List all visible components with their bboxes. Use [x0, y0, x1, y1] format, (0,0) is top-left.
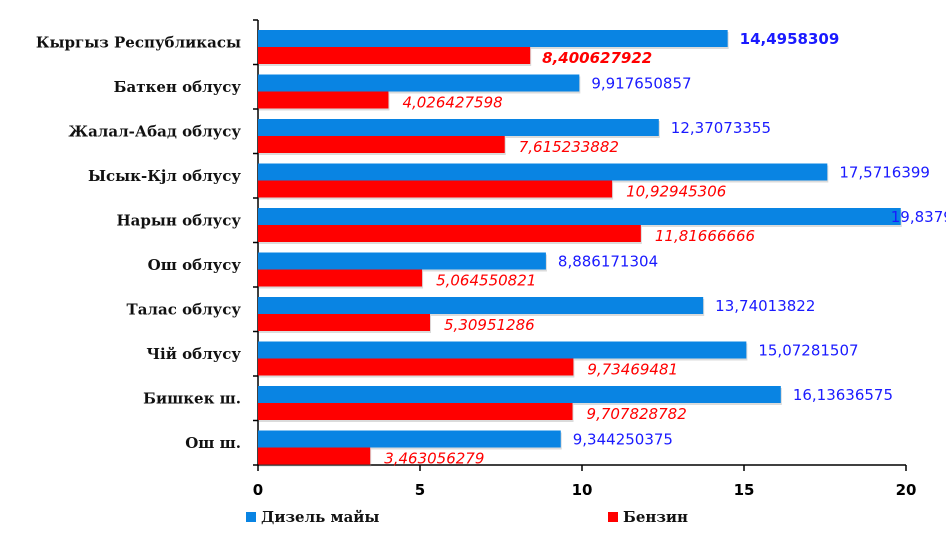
x-tick-label: 20 — [896, 481, 917, 499]
bar-petrol — [258, 47, 531, 64]
data-label-petrol: 5,064550821 — [436, 272, 536, 290]
bar-diesel — [258, 430, 561, 448]
bar-petrol — [258, 447, 371, 465]
bar-petrol — [258, 403, 573, 420]
category-label: Баткен облусу — [114, 78, 242, 96]
category-label: Ош облусу — [148, 256, 242, 274]
bar-petrol — [258, 314, 431, 331]
bar-diesel — [258, 208, 901, 225]
data-label-petrol: 11,81666666 — [655, 227, 755, 245]
bar-petrol — [258, 180, 613, 198]
data-label-petrol: 5,30951286 — [444, 316, 535, 334]
category-label: Жалал-Абад облусу — [68, 122, 241, 140]
bar-petrol — [258, 136, 505, 153]
legend-item-diesel: Дизель майы — [246, 508, 379, 526]
data-label-diesel: 9,917650857 — [591, 75, 691, 93]
x-tick-label: 15 — [734, 481, 755, 499]
x-tick-label: 0 — [253, 481, 263, 499]
bar-diesel — [258, 30, 728, 47]
legend-swatch-diesel — [246, 512, 256, 522]
bar-diesel — [258, 297, 704, 314]
data-label-diesel: 19,83798819 — [891, 208, 946, 226]
bar-diesel — [258, 341, 747, 359]
category-label: Нарын облусу — [116, 211, 241, 229]
data-label-diesel: 14,4958309 — [740, 30, 840, 48]
category-label: Кыргыз Республикасы — [36, 33, 241, 51]
bar-diesel — [258, 163, 828, 181]
legend-item-petrol: Бензин — [608, 508, 688, 526]
bar-petrol — [258, 358, 574, 376]
category-label: Бишкек ш. — [143, 389, 241, 407]
category-label: Ысык-Кјл облусу — [88, 167, 241, 185]
bar-diesel — [258, 252, 546, 270]
data-label-diesel: 15,07281507 — [758, 342, 858, 360]
x-tick-label: 10 — [572, 481, 593, 499]
legend-swatch-petrol — [608, 512, 618, 522]
bar-petrol — [258, 269, 423, 287]
bar-diesel — [258, 119, 659, 136]
data-label-diesel: 17,5716399 — [839, 164, 930, 182]
category-label: Ош ш. — [185, 434, 241, 452]
data-label-diesel: 9,344250375 — [573, 431, 673, 449]
category-label: Чій облусу — [146, 345, 241, 363]
data-label-diesel: 8,886171304 — [558, 253, 658, 271]
data-label-diesel: 12,37073355 — [671, 119, 771, 137]
bar-diesel — [258, 386, 781, 403]
data-label-petrol: 9,707828782 — [587, 405, 687, 423]
bar-diesel — [258, 74, 580, 92]
data-label-petrol: 9,73469481 — [587, 361, 678, 379]
data-label-petrol: 3,463056279 — [384, 450, 484, 468]
bar-petrol — [258, 225, 641, 242]
legend-label-petrol: Бензин — [623, 508, 689, 526]
data-label-petrol: 4,026427598 — [402, 94, 502, 112]
data-label-petrol: 8,400627922 — [542, 49, 652, 67]
data-label-petrol: 10,92945306 — [626, 183, 726, 201]
data-label-diesel: 16,13636575 — [793, 386, 893, 404]
data-label-diesel: 13,74013822 — [715, 297, 815, 315]
bar-petrol — [258, 91, 389, 109]
data-label-petrol: 7,615233882 — [519, 138, 619, 156]
legend-label-diesel: Дизель майы — [261, 508, 380, 526]
x-tick-label: 5 — [415, 481, 425, 499]
category-label: Талас облусу — [127, 300, 242, 318]
